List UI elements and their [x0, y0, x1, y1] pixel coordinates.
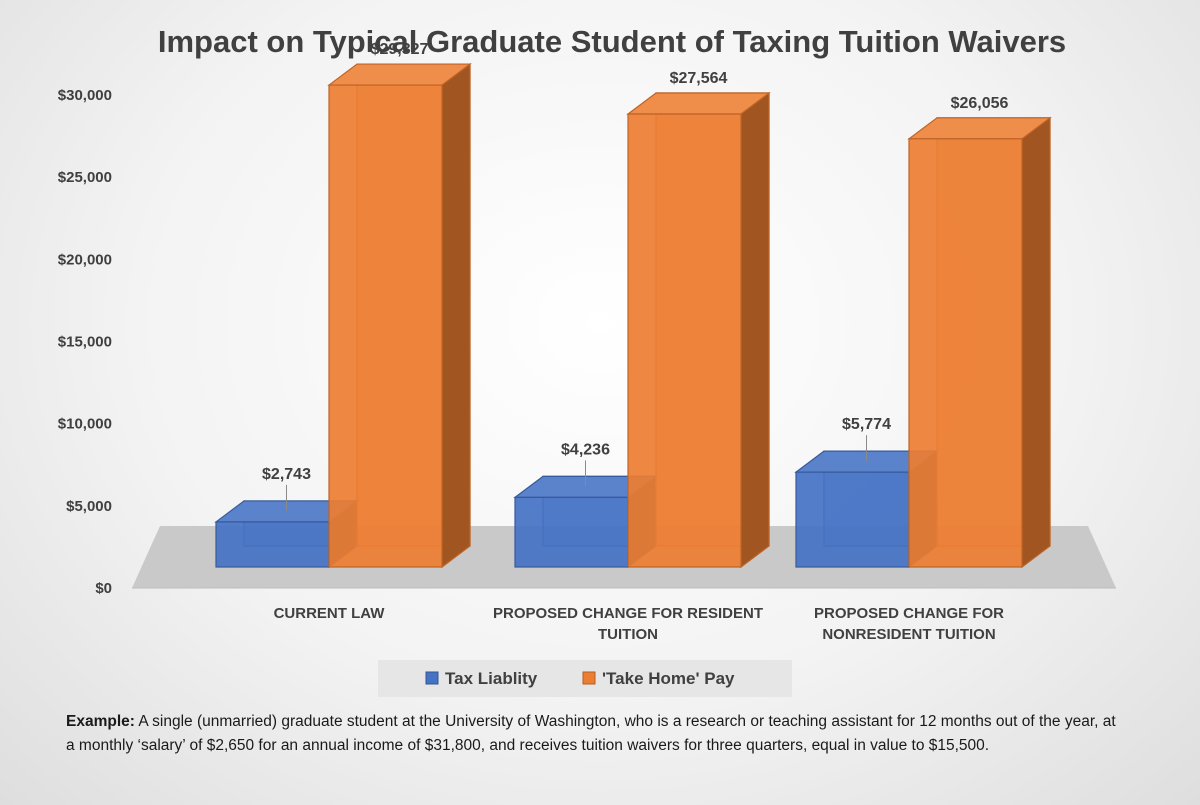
- pay-bar-1-front: [328, 84, 443, 568]
- pay-bar-2-front: [627, 113, 742, 568]
- example-note: Example: A single (unmarried) graduate s…: [66, 710, 1126, 758]
- legend-label: Tax Liablity: [445, 669, 538, 688]
- pay-bar-3: [907, 116, 1052, 569]
- data-label: $29,327: [371, 41, 429, 58]
- legend-label: 'Take Home' Pay: [602, 669, 735, 688]
- tax-bar-1-front: [215, 521, 330, 568]
- x-axis: CURRENT LAW PROPOSED CHANGE FOR RESIDENT T…: [274, 605, 1005, 643]
- pay-bar-1-side: [441, 62, 471, 569]
- example-note-text: A single (unmarried) graduate student at…: [66, 713, 1116, 754]
- data-label: $2,743: [262, 466, 311, 483]
- category-label: TUITION: [598, 626, 658, 643]
- data-label: $4,236: [561, 441, 610, 458]
- pay-bar-1: [327, 62, 472, 569]
- category-label: PROPOSED CHANGE FOR RESIDENT: [493, 605, 763, 622]
- pay-bar-3-front: [908, 138, 1023, 568]
- example-note-label: Example:: [66, 713, 135, 730]
- legend-swatch: [425, 671, 439, 685]
- y-tick-label: $30,000: [58, 87, 112, 104]
- legend: Tax Liablity 'Take Home' Pay: [378, 660, 792, 697]
- tax-bar-3-front: [795, 471, 910, 568]
- y-tick-label: $0: [95, 580, 112, 597]
- chart-title: Impact on Typical Graduate Student of Ta…: [158, 24, 1066, 59]
- data-labels: $2,743 $29,327 $4,236 $27,564 $5,774 $26,056: [262, 41, 1009, 511]
- data-label: $27,564: [670, 70, 728, 87]
- y-tick-label: $25,000: [58, 169, 112, 186]
- category-label: CURRENT LAW: [274, 605, 386, 622]
- data-label: $26,056: [951, 95, 1009, 112]
- category-label: PROPOSED CHANGE FOR: [814, 605, 1004, 622]
- category-label: NONRESIDENT TUITION: [822, 626, 995, 643]
- pay-bar-3-side: [1021, 116, 1051, 569]
- legend-swatch: [582, 671, 596, 685]
- bars: [214, 62, 1052, 569]
- y-tick-label: $10,000: [58, 416, 112, 433]
- data-label: $5,774: [842, 416, 891, 433]
- y-tick-label: $15,000: [58, 334, 112, 351]
- y-tick-label: $5,000: [66, 498, 112, 515]
- pay-bar-2: [626, 91, 771, 569]
- pay-bar-2-side: [740, 91, 770, 569]
- y-axis: $0 $5,000 $10,000 $15,000 $20,000 $25,000 $30,…: [58, 87, 112, 597]
- y-tick-label: $20,000: [58, 251, 112, 268]
- tax-bar-2-front: [514, 496, 629, 568]
